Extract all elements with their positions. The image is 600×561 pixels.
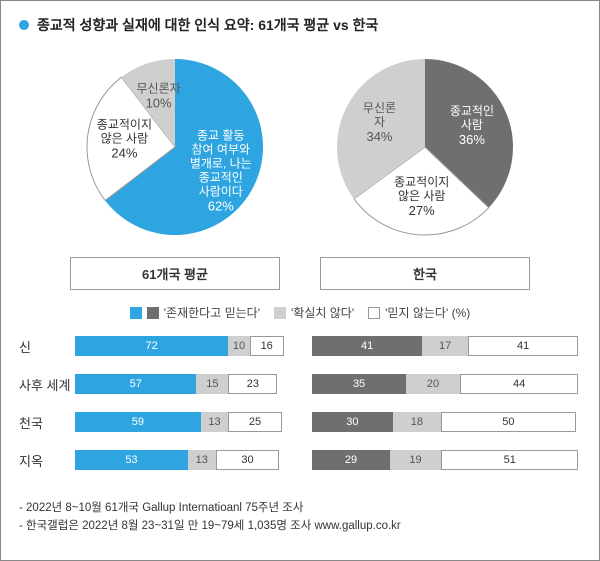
bar-segment: 35	[312, 374, 406, 394]
bar-row: 291951	[312, 447, 581, 473]
title-row: 종교적 성향과 실재에 대한 인식 요약: 61개국 평균 vs 한국	[19, 15, 581, 35]
bar-segment: 30	[312, 412, 393, 432]
bar-row: 사후 세계571523	[19, 371, 288, 397]
bar-row-label: 천국	[19, 413, 75, 432]
bar-track: 411741	[312, 336, 581, 356]
bar-segment: 50	[441, 412, 576, 432]
bar-segment: 72	[75, 336, 228, 356]
bar-segment: 13	[188, 450, 216, 470]
pie-left-wrap: 종교 활동참여 여부와별개로, 나는종교적인사람이다62%종교적이지않은 사람2…	[70, 47, 280, 290]
bar-segment: 51	[441, 450, 578, 470]
legend-row: '존재한다고 믿는다' '확실치 않다' '믿지 않는다' (%)	[19, 304, 581, 321]
bar-segment: 29	[312, 450, 390, 470]
bar-col-right: 411741 352044 301850 291951	[312, 333, 581, 485]
bar-col-left: 신721016사후 세계571523천국591325지옥531330	[19, 333, 288, 485]
bar-segment: 41	[468, 336, 578, 356]
pie-right-wrap: 종교적인사람36%종교적이지않은 사람27%무신론자34% 한국	[320, 47, 530, 290]
bar-segment: 17	[422, 336, 468, 356]
legend-item: '존재한다고 믿는다'	[130, 304, 260, 321]
bar-segment: 20	[406, 374, 460, 394]
legend-text: '존재한다고 믿는다'	[164, 304, 260, 321]
bar-segment: 57	[75, 374, 196, 394]
bar-row-label: 사후 세계	[19, 375, 75, 394]
footnote-line: - 한국갤럽은 2022년 8월 23~31일 만 19~79세 1,035명 …	[19, 517, 581, 535]
bar-segment: 23	[228, 374, 277, 394]
pie-section: 종교 활동참여 여부와별개로, 나는종교적인사람이다62%종교적이지않은 사람2…	[19, 47, 581, 290]
bar-segment: 18	[393, 412, 441, 432]
bar-track: 291951	[312, 450, 581, 470]
title-bullet-icon	[19, 20, 29, 30]
chart-root: 종교적 성향과 실재에 대한 인식 요약: 61개국 평균 vs 한국 종교 활…	[0, 0, 600, 561]
bar-track: 352044	[312, 374, 581, 394]
bar-track: 571523	[75, 374, 288, 394]
bar-track: 591325	[75, 412, 288, 432]
pie-left-title: 61개국 평균	[70, 257, 280, 290]
bar-track: 531330	[75, 450, 288, 470]
legend-swatch-icon	[130, 307, 142, 319]
bar-row: 411741	[312, 333, 581, 359]
bar-row: 301850	[312, 409, 581, 435]
legend-item: '믿지 않는다' (%)	[368, 304, 470, 321]
bar-row-label: 신	[19, 337, 75, 356]
bar-segment: 25	[228, 412, 281, 432]
legend-swatch-icon	[368, 307, 380, 319]
bar-row: 천국591325	[19, 409, 288, 435]
bar-segment: 16	[250, 336, 284, 356]
legend-item: '확실치 않다'	[274, 304, 354, 321]
bar-track: 721016	[75, 336, 288, 356]
bar-segment: 59	[75, 412, 201, 432]
legend-text: '확실치 않다'	[291, 304, 354, 321]
bar-segment: 44	[460, 374, 578, 394]
bar-segment: 13	[201, 412, 229, 432]
bar-track: 301850	[312, 412, 581, 432]
bar-segment: 10	[228, 336, 249, 356]
footnote-line: - 2022년 8~10월 61개국 Gallup Internatioanl …	[19, 499, 581, 517]
bar-segment: 41	[312, 336, 422, 356]
legend-swatch-icon	[274, 307, 286, 319]
bar-row: 352044	[312, 371, 581, 397]
bar-row: 지옥531330	[19, 447, 288, 473]
legend-swatch-icon	[147, 307, 159, 319]
pie-right-title: 한국	[320, 257, 530, 290]
chart-title: 종교적 성향과 실재에 대한 인식 요약: 61개국 평균 vs 한국	[37, 15, 378, 35]
pie-left-svg: 종교 활동참여 여부와별개로, 나는종교적인사람이다62%종교적이지않은 사람2…	[70, 47, 280, 247]
bar-segment: 53	[75, 450, 188, 470]
bar-segment: 15	[196, 374, 228, 394]
bar-segment: 19	[390, 450, 441, 470]
bar-segment: 30	[216, 450, 280, 470]
bar-row-label: 지옥	[19, 451, 75, 470]
pie-right-svg: 종교적인사람36%종교적이지않은 사람27%무신론자34%	[320, 47, 530, 247]
bar-row: 신721016	[19, 333, 288, 359]
bar-section: 신721016사후 세계571523천국591325지옥531330 41174…	[19, 333, 581, 485]
legend-text: '믿지 않는다' (%)	[385, 304, 470, 321]
footnotes: - 2022년 8~10월 61개국 Gallup Internatioanl …	[19, 499, 581, 536]
